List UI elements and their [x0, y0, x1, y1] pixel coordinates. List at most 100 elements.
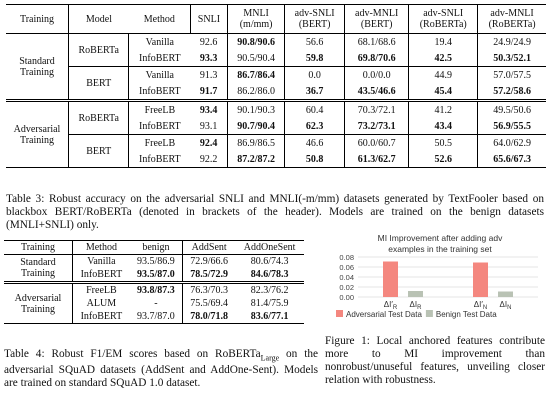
table-cell: 93.5/87.0: [137, 269, 175, 280]
header-row: Training Method benign AddSent AddOneSent: [4, 240, 304, 255]
y-tick-label: 0.08: [339, 253, 354, 262]
table-cell: 86.9/86.5: [227, 134, 285, 151]
table-cell: 92.4: [190, 134, 228, 151]
table-cell: 80.6/74.3: [250, 256, 289, 267]
chart-title: examples in the training set: [388, 244, 492, 254]
bar: [498, 291, 513, 297]
table-cell: 93.5/86.9: [137, 256, 175, 267]
header-cell: Method: [128, 4, 191, 34]
y-tick-label: 0.02: [339, 283, 354, 292]
header-text: MNLI: [243, 8, 269, 19]
training-cell: Standard Training: [20, 257, 56, 279]
table-cell: InfoBERT: [128, 50, 191, 67]
table-cell: 86.2/86.0: [227, 83, 285, 101]
table-row: InfoBERT 93.7/87.0 78.0/71.8 83.6/77.1: [4, 310, 304, 324]
table-cell: 61.3/62.7: [344, 151, 409, 168]
table-row: Adversarial Training FreeLB 93.8/87.3 76.3/…: [4, 281, 304, 324]
table-cell: Vanilla: [71, 254, 130, 268]
table-cell: 43.5/46.6: [344, 83, 409, 101]
bar: [383, 261, 398, 297]
label-sub: N: [483, 305, 487, 311]
header-text: adv-SNLI: [294, 8, 335, 19]
table-row: InfoBERT 91.7 86.2/86.0 36.7 43.5/46.6 45.4 57…: [6, 83, 546, 101]
table-3: Training Model Method SNLI MNLI (m/mm) adv-SNL…: [6, 4, 546, 168]
legend-label: Benign Test Data: [436, 310, 497, 319]
header-cell: SNLI: [189, 4, 228, 34]
training-cell: Adversarial Training: [6, 99, 69, 168]
y-tick-label: 0.00: [339, 293, 354, 302]
training-cell: Standard Training: [19, 55, 55, 78]
table-cell: 60.0/60.7: [344, 134, 409, 151]
table-cell: 56.6: [284, 33, 345, 50]
table-cell: InfoBERT: [71, 268, 130, 283]
table-4-caption: Table 4: Robust F1/EM scores based on Ro…: [4, 348, 318, 390]
chart: MI Improvement after adding adv examples…: [336, 233, 538, 319]
table-cell: 43.4: [408, 118, 478, 135]
label-base: ΔI′: [474, 300, 484, 309]
header-text: Model: [85, 13, 112, 25]
table-cell: 73.2/73.1: [344, 118, 409, 135]
header-text: (BERT): [298, 19, 331, 30]
table-cell: 0.0/0.0: [344, 66, 409, 83]
model-cell: BERT: [67, 134, 129, 168]
header-text: (BERT): [360, 19, 393, 30]
header-cell: MNLI (m/mm): [227, 4, 285, 34]
table-cell: 57.2/58.6: [477, 83, 546, 101]
model-cell: RoBERTa: [67, 99, 129, 135]
table-row: InfoBERT 92.2 87.2/87.2 50.8 61.3/62.7 52.6 65…: [6, 151, 546, 168]
caption-text: on the adversarial SQuAD datasets (AddSe…: [4, 348, 318, 390]
table-cell: 81.4/75.9: [250, 298, 289, 309]
header-text: Training: [19, 13, 55, 25]
model-cell: RoBERTa: [67, 33, 129, 67]
chart-title: MI Improvement after adding adv: [378, 233, 503, 243]
table-cell: 90.5/90.4: [227, 50, 285, 67]
table-cell: 75.5/69.4: [182, 297, 236, 310]
table-cell: Vanilla: [128, 66, 191, 83]
table-cell: 69.8/70.6: [344, 50, 409, 67]
table-cell: 0.0: [284, 66, 345, 83]
table-cell: InfoBERT: [128, 151, 191, 168]
table-cell: InfoBERT: [128, 83, 191, 101]
header-text: (RoBERTa): [488, 19, 536, 30]
table-cell: 86.7/86.4: [227, 66, 285, 83]
label-base: ΔI: [500, 300, 508, 309]
label-sub: N: [507, 305, 511, 311]
table-cell: 82.3/76.2: [235, 281, 304, 297]
header-cell: Training: [6, 4, 69, 34]
table-cell: 64.0/62.9: [477, 134, 546, 151]
table-cell: 83.6/77.1: [250, 311, 289, 322]
table-cell: 92.2: [199, 153, 218, 165]
table-cell: FreeLB: [128, 134, 191, 151]
table-cell: 45.4: [408, 83, 478, 101]
table-cell: 60.4: [284, 99, 345, 118]
table-cell: 91.3: [190, 66, 228, 83]
table-4: Training Method benign AddSent AddOneSent Sta…: [4, 240, 304, 324]
table-cell: 65.6/67.3: [477, 151, 546, 168]
table-cell: 62.3: [284, 118, 345, 135]
table-cell: 92.6: [199, 36, 218, 48]
table-cell: 56.9/55.5: [477, 118, 546, 135]
table-cell: 52.6: [408, 151, 478, 168]
table-cell: 59.8: [284, 50, 345, 67]
table-cell: 57.0/57.5: [477, 66, 546, 83]
table-cell: 72.9/66.6: [182, 254, 236, 268]
bar: [473, 262, 488, 297]
bar-label: ΔI′R: [384, 300, 398, 311]
table-cell: FreeLB: [128, 99, 191, 118]
table-cell: 42.5: [408, 50, 478, 67]
header-cell: AddOneSent: [235, 240, 304, 255]
legend-label: Adversarial Test Data: [346, 310, 422, 319]
table-cell: 90.8/90.6: [227, 33, 285, 50]
table-cell: 19.4: [408, 33, 478, 50]
table-cell: 49.5/50.6: [477, 99, 546, 118]
header-cell: adv-SNLI (BERT): [284, 4, 345, 34]
table-cell: 50.3/52.1: [477, 50, 546, 67]
label-sub: R: [417, 305, 422, 311]
header-text: adv-SNLI: [423, 8, 464, 19]
table-3-caption: Table 3: Robust accuracy on the adversar…: [6, 193, 544, 231]
header-cell: Model: [67, 4, 129, 34]
table-cell: 91.7: [199, 85, 218, 97]
y-tick-label: 0.04: [339, 273, 354, 282]
table-cell: ALUM: [71, 297, 130, 310]
